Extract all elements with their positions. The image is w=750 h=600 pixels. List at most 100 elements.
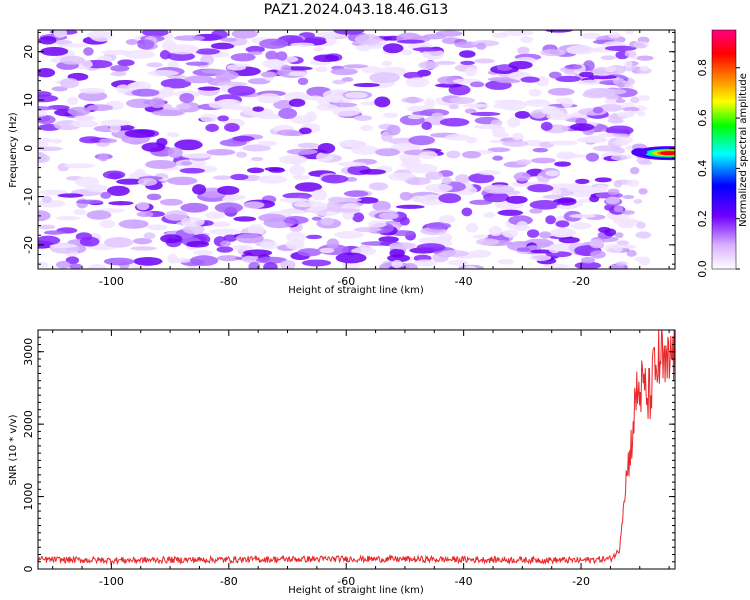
spectrogram-cell [405, 77, 430, 88]
spectrogram-cell [216, 246, 234, 253]
spectrogram-cell [288, 98, 306, 107]
spectrogram-cell [330, 102, 358, 108]
spectrogram-cell [638, 258, 650, 266]
spectrogram-cell [368, 182, 389, 191]
spectrogram-cell [629, 166, 640, 175]
spectrogram-cell [401, 49, 413, 56]
spectrogram-cell [250, 156, 264, 162]
spectrogram-cell [505, 195, 528, 204]
spectrogram-cell [418, 61, 440, 70]
spectrogram-cell [635, 221, 646, 229]
spectrogram-cell [118, 219, 149, 229]
spectrogram-cell [334, 231, 365, 239]
spectrogram-cell [592, 106, 604, 114]
spectrogram-cell [57, 193, 84, 198]
snr-x-axis-label: Height of straight line (km) [288, 585, 424, 596]
spectrogram-cell [637, 111, 646, 117]
spectrogram-cell [473, 124, 502, 130]
spectrogram-cell [607, 117, 624, 124]
spectrogram-cell [38, 68, 56, 78]
spectrogram-cell [63, 163, 96, 169]
spectrogram-cell [613, 179, 623, 188]
spectrogram-cell [600, 55, 616, 60]
spectrogram-cell [332, 79, 346, 85]
spectrogram-cell [382, 43, 404, 54]
spectrogram-cell [260, 241, 278, 250]
spectrogram-cell [252, 106, 265, 112]
spectrogram-cell [356, 197, 379, 204]
spectrogram-cell [278, 108, 298, 119]
spectrogram-cell [542, 194, 565, 199]
spectrogram-cell [260, 71, 278, 78]
spectrogram-cell [474, 58, 495, 64]
spectrogram-cell [65, 256, 80, 265]
spectrogram-cell [413, 259, 437, 267]
spectrogram-cell [608, 31, 621, 39]
spectrogram-cell [532, 147, 549, 153]
spectrogram-cell [130, 246, 157, 251]
spectrogram-cell [209, 228, 240, 235]
spectrogram-cell [141, 142, 166, 152]
spectrogram-cell [100, 191, 112, 199]
spectrogram-cell [594, 184, 608, 194]
spectrogram-cell [109, 123, 121, 133]
spectrogram-cell [257, 175, 288, 184]
spectrogram-cell [180, 161, 193, 166]
colorbar-gradient [712, 30, 736, 269]
spectrogram-cell [344, 92, 368, 99]
spectrogram-cell [493, 103, 514, 109]
spectrogram-cell [179, 167, 205, 174]
spectrogram-cell [616, 240, 630, 246]
spectrogram-cell [476, 238, 500, 246]
spectrogram-cell [319, 247, 335, 254]
spectrogram-cell [578, 198, 593, 203]
spectrogram-cell [517, 46, 530, 55]
spectrogram-cell [103, 257, 135, 266]
spectrogram-cell [136, 211, 154, 218]
spectrogram-cell [444, 134, 470, 141]
spectrogram-cell [516, 220, 528, 231]
spectrogram-cell [116, 178, 145, 185]
x-tick-label: -80 [220, 275, 238, 288]
spectrogram-cell [615, 261, 628, 266]
spectrogram-cell [226, 64, 247, 71]
spectrogram-cell [248, 261, 261, 269]
spectrogram-cell [286, 71, 308, 77]
spectrogram-cell [408, 135, 436, 146]
spectrogram-cell [106, 185, 130, 196]
spectrogram-cell [528, 88, 542, 97]
spectrogram-cell [391, 260, 403, 269]
spectrogram-cell [554, 228, 572, 238]
spectrogram-cell [214, 70, 239, 81]
spectrogram-cell [78, 90, 108, 102]
spectrogram-cell [59, 43, 89, 48]
spectrogram-cell [353, 82, 380, 88]
spectrogram-cell [624, 50, 637, 58]
spectrogram-cell [162, 39, 176, 51]
spectrogram-cell [243, 201, 265, 209]
spectrogram-cell [361, 66, 383, 74]
spectrogram-cell [580, 256, 596, 264]
spectrogram-cell [51, 86, 68, 92]
spectrogram-cell [412, 47, 444, 52]
spectrogram-cell [127, 82, 146, 90]
spectrogram-cell [235, 151, 248, 158]
spectrogram-cell [282, 216, 309, 225]
spectrogram-cell [401, 157, 422, 167]
colorbar-label: Normalized spectral amplitude [738, 73, 749, 227]
spectrogram-cell [101, 49, 132, 56]
spectrogram-y-axis-label: Frequency (Hz) [8, 112, 19, 188]
spectrogram-cell [75, 199, 104, 204]
spectrogram-cell [289, 165, 306, 176]
spectrogram-cell [147, 70, 179, 77]
spectrogram-cell [159, 198, 184, 206]
spectrogram-cell [566, 184, 588, 193]
spectrogram-cell [335, 252, 367, 264]
spectrogram-cell [60, 55, 85, 65]
spectrogram-cell [378, 236, 399, 243]
colorbar-tick-label: 0.4 [696, 160, 709, 178]
colorbar-tick-label: 0.2 [696, 210, 709, 228]
spectrogram-cell [633, 199, 643, 204]
spectrogram-cell [182, 224, 205, 234]
spectrogram-cell [548, 243, 561, 254]
